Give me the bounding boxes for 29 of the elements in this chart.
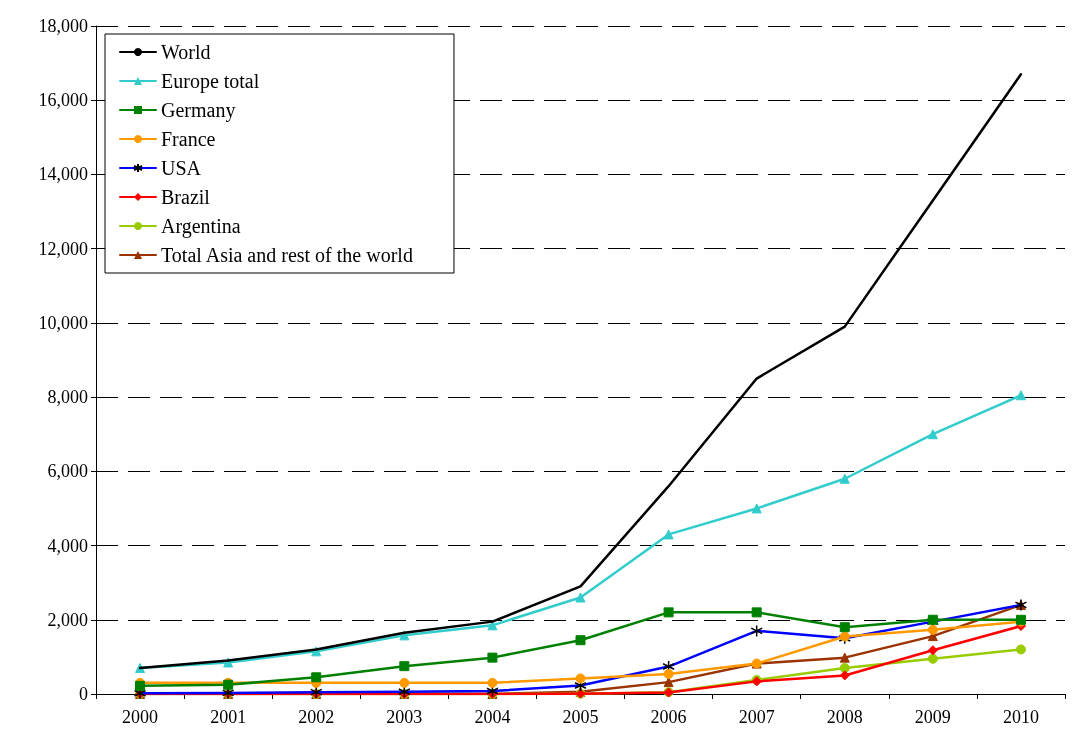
legend-label: Europe total: [161, 70, 260, 93]
legend-label: Argentina: [161, 215, 241, 238]
legend-label: World: [161, 41, 211, 63]
x-tick-label: 2002: [298, 707, 335, 727]
y-tick-label: 12,000: [38, 238, 88, 259]
y-tick-label: 10,000: [38, 312, 88, 333]
x-tick-label: 2007: [738, 707, 775, 727]
legend-label: Total Asia and rest of the world: [161, 244, 413, 266]
x-tick-label: 2004: [474, 707, 511, 727]
y-tick-label: 16,000: [38, 90, 88, 111]
y-tick-label: 8,000: [47, 387, 88, 408]
x-tick-label: 2003: [386, 707, 423, 727]
legend-label: France: [161, 128, 216, 150]
x-tick-label: 2010: [1002, 707, 1039, 727]
x-tick-label: 2006: [650, 707, 687, 727]
y-tick-label: 14,000: [38, 164, 88, 185]
y-tick-label: 18,000: [38, 16, 88, 36]
y-tick-label: 4,000: [47, 535, 88, 556]
x-tick-label: 2008: [826, 707, 863, 727]
legend-label: Germany: [161, 99, 236, 122]
legend-label: Brazil: [161, 186, 211, 208]
x-tick-label: 2000: [122, 707, 159, 727]
x-tick-label: 2009: [914, 707, 951, 727]
x-tick-label: 2005: [562, 707, 599, 727]
legend-label: USA: [161, 157, 202, 179]
y-tick-label: 0: [79, 684, 88, 704]
x-tick-label: 2001: [210, 707, 247, 727]
y-tick-label: 2,000: [47, 609, 88, 630]
y-tick-label: 6,000: [47, 461, 88, 482]
